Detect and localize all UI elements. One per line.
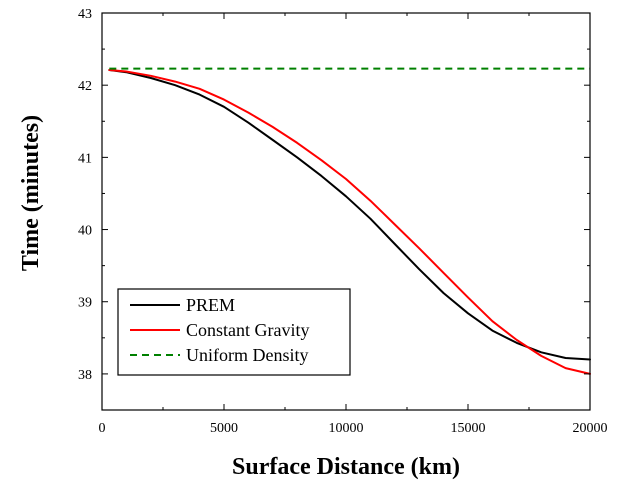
y-tick-label: 42 <box>78 79 92 94</box>
y-tick-label: 41 <box>78 151 92 166</box>
series-line-prem <box>108 69 591 361</box>
y-tick-label: 40 <box>78 224 92 239</box>
legend-label: Constant Gravity <box>186 320 310 340</box>
legend-label: PREM <box>186 295 235 315</box>
y-tick-label: 43 <box>78 7 92 22</box>
x-axis-title: Surface Distance (km) <box>232 454 460 480</box>
x-tick-label: 5000 <box>210 421 238 436</box>
x-tick-label: 20000 <box>573 421 608 436</box>
x-tick-label: 10000 <box>329 421 364 436</box>
legend: PREM Constant Gravity Uniform Density <box>117 288 351 376</box>
y-tick-label: 38 <box>78 368 92 383</box>
plot-layer <box>108 67 591 375</box>
legend-box <box>117 288 351 376</box>
y-tick-label: 39 <box>78 296 92 311</box>
x-tick-label: 0 <box>99 421 106 436</box>
x-tick-label: 15000 <box>451 421 486 436</box>
y-axis-title: Time (minutes) <box>18 115 44 271</box>
legend-label: Uniform Density <box>186 345 308 365</box>
axes-layer: 0 5000 10000 15000 20000 38 39 40 41 42 43 <box>78 7 608 436</box>
series-line-constant-gravity <box>108 69 591 375</box>
